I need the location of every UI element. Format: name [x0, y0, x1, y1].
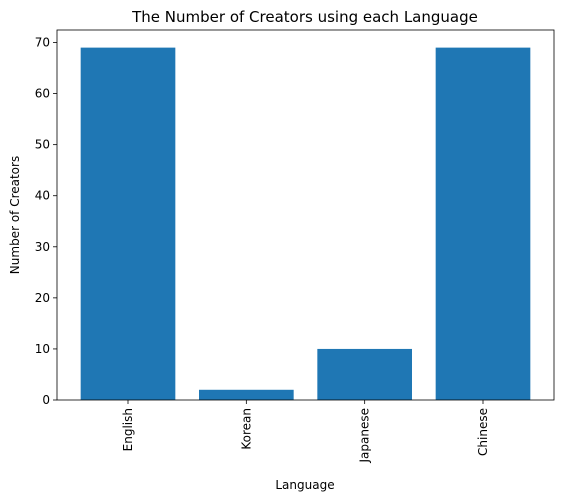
x-tick-label-korean: Korean — [239, 408, 253, 450]
y-tick-label: 50 — [35, 138, 50, 152]
bar-english — [80, 47, 176, 400]
y-axis-label: Number of Creators — [8, 156, 22, 274]
bar-japanese — [317, 348, 412, 400]
bar-chinese — [435, 47, 531, 400]
y-axis-ticks: 0 10 20 30 40 50 60 70 — [35, 36, 57, 407]
x-tick-label-japanese: Japanese — [358, 408, 372, 464]
bar-korean — [199, 389, 294, 400]
chart-title: The Number of Creators using each Langua… — [131, 8, 478, 26]
x-axis-ticks: English Korean Japanese Chinese — [121, 400, 490, 464]
plot-frame — [56, 29, 555, 401]
y-tick-label: 0 — [42, 393, 50, 407]
y-tick-label: 20 — [35, 291, 50, 305]
y-tick-label: 60 — [35, 87, 50, 101]
x-tick-label-english: English — [121, 408, 135, 451]
y-tick-label: 40 — [35, 189, 50, 203]
y-tick-label: 70 — [35, 36, 50, 50]
y-tick-label: 30 — [35, 240, 50, 254]
x-axis-label: Language — [275, 478, 334, 492]
x-tick-label-chinese: Chinese — [476, 408, 490, 456]
bars-group — [80, 47, 531, 400]
y-tick-label: 10 — [35, 342, 50, 356]
